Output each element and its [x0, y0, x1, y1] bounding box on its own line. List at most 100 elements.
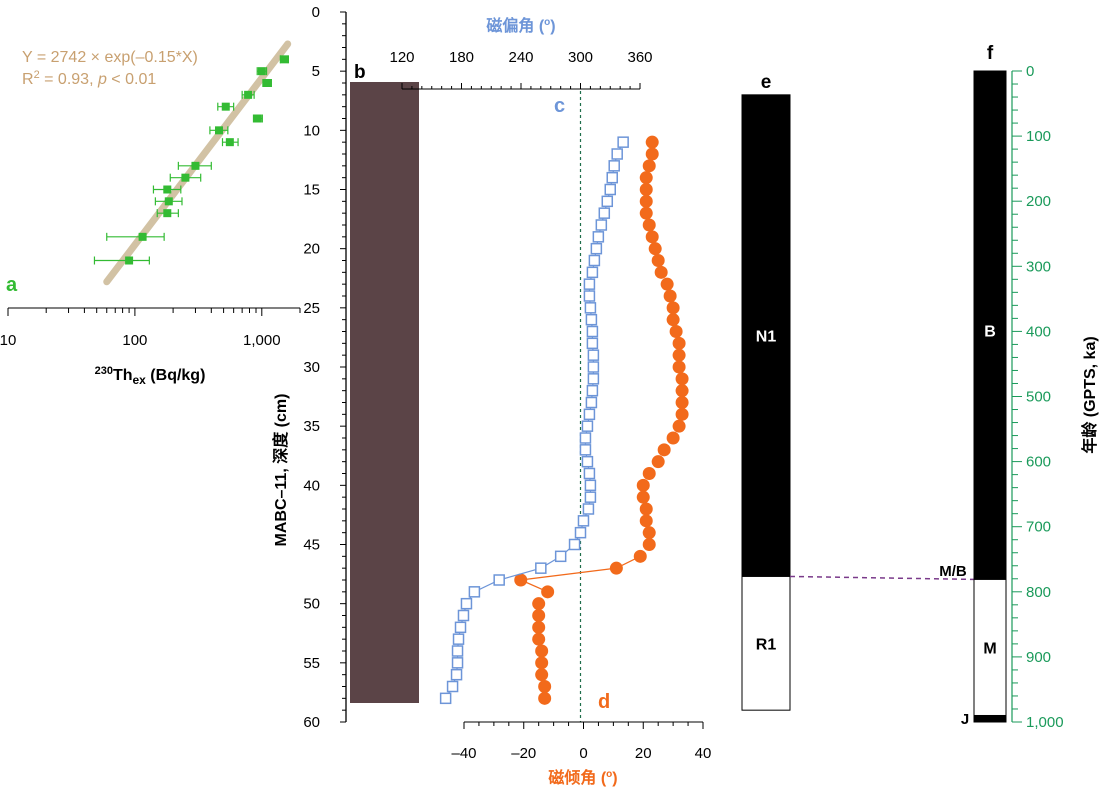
data-point — [257, 67, 266, 76]
declination-tick-label: 360 — [627, 49, 652, 66]
inclination-point — [657, 443, 671, 457]
age-tick-label: 700 — [1026, 519, 1051, 536]
inclination-point — [639, 514, 653, 528]
polarity-zone-label: N1 — [756, 329, 777, 346]
depth-tick-label: 45 — [303, 537, 320, 554]
inclination-point — [666, 431, 680, 445]
declination-point — [592, 231, 605, 243]
x-tick-label: 10 — [0, 332, 16, 349]
data-point — [253, 114, 262, 123]
declination-point — [587, 361, 600, 373]
inclination-point — [535, 644, 549, 658]
inclination-point — [532, 632, 546, 646]
declination-point — [554, 550, 567, 563]
declination-point — [468, 586, 481, 598]
declination-point — [451, 657, 464, 669]
panel-a: Y = 2742 × exp(–0.15*X) R2 = 0.93, p < 0… — [0, 40, 301, 387]
age-tick-label: 400 — [1026, 323, 1051, 340]
inclination-point — [633, 549, 647, 563]
age-tick-label: 800 — [1026, 584, 1051, 601]
inclination-point — [541, 585, 555, 599]
declination-point — [579, 444, 592, 456]
data-point — [138, 232, 147, 241]
declination-point — [611, 148, 623, 160]
inclination-tick-label: 0 — [579, 745, 587, 762]
depth-axis-ticks: 0 5 10 15 20 25 30 35 40 45 50 55 60 — [303, 4, 346, 731]
data-point — [125, 256, 134, 265]
inclination-point — [663, 289, 677, 303]
declination-point — [452, 633, 465, 645]
inclination-point — [532, 609, 546, 622]
polarity-zone-r1 — [741, 575, 791, 711]
depth-tick-label: 5 — [312, 63, 320, 80]
data-point — [163, 209, 172, 218]
declination-point — [460, 597, 473, 610]
gpts-zone-label: M — [983, 640, 996, 657]
inclination-point — [609, 561, 623, 575]
panel-label-b: b — [354, 62, 366, 83]
declination-point — [574, 526, 587, 539]
inclination-point — [642, 218, 656, 232]
declination-point — [535, 562, 547, 574]
inclination-point — [538, 680, 552, 693]
declination-point — [601, 195, 614, 208]
declination-point — [586, 266, 599, 279]
polarity-zone-n1 — [741, 94, 791, 577]
inclination-point — [672, 419, 686, 433]
inclination-axis-ticks: –40 –20 0 20 40 — [451, 722, 711, 762]
panel-label-e: e — [761, 72, 772, 93]
inclination-point — [675, 372, 689, 386]
depth-tick-label: 15 — [303, 182, 320, 199]
declination-point — [450, 668, 463, 681]
depth-tick-label: 35 — [303, 418, 320, 435]
polarity-zone-label: R1 — [756, 636, 777, 653]
inclination-point — [645, 230, 659, 244]
age-axis-label: 年龄 (GPTS, ka) — [1080, 336, 1099, 453]
inclination-point — [645, 135, 659, 149]
declination-tick-label: 120 — [389, 49, 414, 66]
declination-point — [584, 302, 597, 314]
panel-f: B M J 0 100 200 300 400 500 600 700 800 900 1,000 年龄… — [939, 43, 1099, 731]
depth-tick-label: 10 — [303, 122, 320, 139]
data-point — [244, 90, 253, 99]
inclination-point — [639, 183, 653, 196]
inclination-point — [666, 313, 680, 327]
age-axis-ticks: 0 100 200 300 400 500 600 700 800 900 1,000 — [1012, 63, 1064, 731]
data-point — [163, 185, 172, 194]
inclination-point — [675, 384, 689, 398]
panel-f-zones: B M J — [961, 70, 1007, 728]
declination-point — [583, 278, 596, 290]
x-tick-label: 100 — [122, 332, 147, 349]
declination-point — [457, 609, 470, 622]
inclination-point — [672, 336, 686, 350]
declination-point — [446, 680, 459, 693]
declination-point — [581, 420, 594, 432]
declination-axis-label: 磁偏角 (o) — [486, 16, 555, 35]
declination-axis-ticks: 120 180 240 300 360 — [389, 49, 653, 89]
gpts-zone-m — [973, 578, 1007, 716]
depth-tick-label: 20 — [303, 241, 320, 258]
gpts-zone-label: J — [961, 711, 969, 728]
inclination-point — [532, 597, 546, 611]
declination-point — [583, 408, 596, 421]
inclination-point — [654, 265, 668, 279]
declination-point — [583, 467, 596, 480]
inclination-point — [642, 159, 656, 173]
declination-point — [585, 396, 598, 409]
inclination-point — [639, 206, 653, 220]
panel-c-d: 磁偏角 (o) 120 180 240 300 360 –40 –20 0 20 40 磁倾角 … — [389, 16, 711, 787]
depth-tick-label: 40 — [303, 477, 320, 494]
declination-point — [604, 183, 616, 196]
inclination-point — [642, 467, 656, 480]
declination-point — [590, 242, 603, 255]
data-point — [280, 55, 289, 64]
panel-label-d: d — [598, 691, 610, 713]
mb-boundary-label: M/B — [939, 563, 967, 580]
declination-point — [585, 313, 598, 326]
inclination-transition-line — [518, 555, 641, 593]
inclination-tick-label: 40 — [695, 745, 712, 762]
inclination-tick-label: –40 — [451, 745, 476, 762]
panel-a-marks — [93, 40, 292, 286]
age-tick-label: 1,000 — [1026, 714, 1064, 731]
